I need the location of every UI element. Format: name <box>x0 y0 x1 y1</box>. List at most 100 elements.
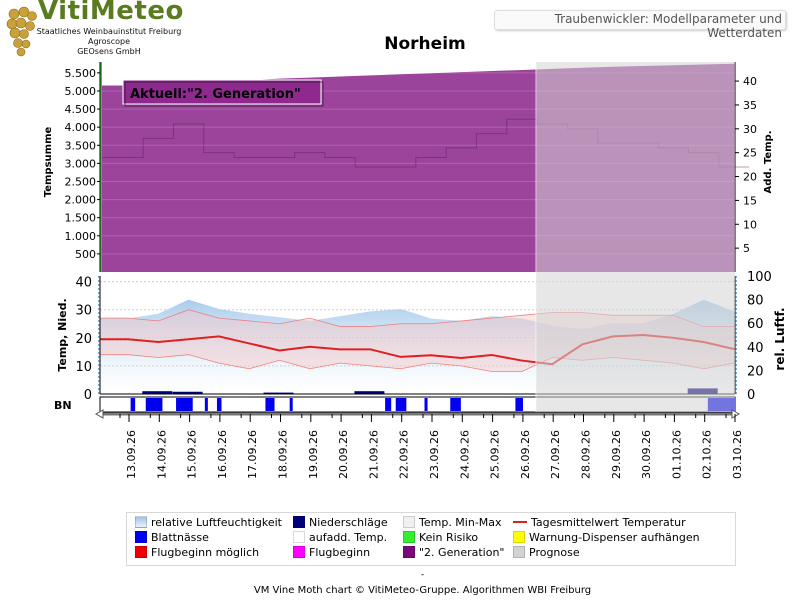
bottom-right-tick-label: 60 <box>747 317 764 332</box>
bottom-right-tick-label: 100 <box>747 270 772 285</box>
bottom-right-tick-label: 40 <box>747 341 764 356</box>
x-tick-label: 29.09.26 <box>610 430 623 479</box>
leaf-wetness-bar <box>176 398 193 411</box>
top-right-tick-label: 25 <box>743 147 757 160</box>
legend-item: Temp. Min-Max <box>403 516 502 530</box>
top-left-tick-label: 3.000 <box>65 157 97 170</box>
bottom-left-tick-label: 10 <box>75 360 92 375</box>
x-tick-label: 24.09.26 <box>458 430 471 479</box>
scroll-left-icon <box>94 409 104 419</box>
legend-item: Tagesmittelwert Temperatur <box>513 516 686 530</box>
bottom-left-axis-label: Temp, Nied. <box>56 298 69 371</box>
x-tick-label: 13.09.26 <box>125 430 138 479</box>
legend-swatch <box>403 531 415 543</box>
leaf-wetness-bar <box>515 398 523 411</box>
bottom-right-tick-label: 80 <box>747 294 764 309</box>
legend-label: aufadd. Temp. <box>309 531 388 544</box>
x-tick-label: 26.09.26 <box>519 430 532 479</box>
top-right-tick-label: 35 <box>743 99 757 112</box>
bottom-left-tick-label: 20 <box>75 332 92 347</box>
x-tick-label: 28.09.26 <box>580 430 593 479</box>
chart-title: Norheim <box>384 34 466 54</box>
top-left-tick-label: 1.500 <box>65 212 97 225</box>
legend-item: Blattnässe <box>135 531 209 545</box>
x-tick-label: 14.09.26 <box>155 430 168 479</box>
top-right-tick-label: 5 <box>743 242 750 255</box>
forecast-shade <box>535 62 735 412</box>
x-tick-label: 30.09.26 <box>640 430 653 479</box>
precip-bar <box>172 391 203 394</box>
top-left-tick-label: 500 <box>75 248 96 261</box>
precip-bar <box>263 392 294 394</box>
top-left-tick-label: 5.500 <box>65 67 97 80</box>
legend-item: "2. Generation" <box>403 546 504 560</box>
x-tick-label: 16.09.26 <box>216 430 229 479</box>
x-tick-label: 02.10.26 <box>701 430 714 479</box>
bottom-left-tick-label: 0 <box>84 388 92 403</box>
leaf-wetness-bar <box>395 398 407 411</box>
legend-swatch <box>513 531 525 543</box>
top-left-tick-label: 1.000 <box>65 230 97 243</box>
legend-swatch <box>293 546 305 558</box>
legend-label: Niederschläge <box>309 516 388 529</box>
leaf-wetness-bar <box>450 398 461 411</box>
legend-label: relative Luftfeuchtigkeit <box>151 516 282 529</box>
top-right-axis-label: Add. Temp. <box>763 131 774 194</box>
x-tick-label: 20.09.26 <box>337 430 350 479</box>
logo: VitiMeteo Staatliches Weinbauinstitut Fr… <box>0 0 200 62</box>
bottom-right-tick-label: 0 <box>747 388 755 403</box>
legend-label: Flugbeginn <box>309 546 371 559</box>
x-tick-label: 18.09.26 <box>277 430 290 479</box>
top-left-tick-label: 2.500 <box>65 175 97 188</box>
grape-icon <box>6 6 37 57</box>
legend-line-swatch <box>513 521 527 523</box>
legend-item: Flugbeginn möglich <box>135 546 259 560</box>
x-tick-label: 22.09.26 <box>398 430 411 479</box>
top-left-axis-label: Tempsumme <box>43 127 54 198</box>
bottom-left-tick-label: 40 <box>75 276 92 291</box>
logo-title: VitiMeteo <box>38 0 184 26</box>
bottom-right-axis-label: rel. Luftf. <box>773 307 787 370</box>
footer-dash: - <box>420 570 425 580</box>
x-tick-label: 15.09.26 <box>186 430 199 479</box>
leaf-wetness-bar <box>265 398 275 411</box>
annotation-box <box>122 79 322 105</box>
bn-label: BN <box>54 399 72 412</box>
leaf-wetness-bar <box>385 398 392 411</box>
legend-item: Niederschläge <box>293 516 388 530</box>
legend-swatch <box>403 546 415 558</box>
x-tick-label: 03.10.26 <box>731 430 744 479</box>
legend-swatch <box>135 531 147 543</box>
legend-label: Prognose <box>529 546 580 559</box>
x-tick-label: 17.09.26 <box>246 430 259 479</box>
legend-swatch <box>293 531 305 543</box>
top-right-tick-label: 30 <box>743 123 757 136</box>
annotation-shadow <box>124 81 324 107</box>
top-left-tick-label: 3.500 <box>65 139 97 152</box>
top-left-tick-label: 4.500 <box>65 103 97 116</box>
legend-swatch <box>513 546 525 558</box>
legend-item: aufadd. Temp. <box>293 531 387 545</box>
legend-item: Warnung-Dispenser aufhängen <box>513 531 700 545</box>
top-left-tick-label: 4.000 <box>65 121 97 134</box>
legend-swatch <box>135 546 147 558</box>
legend-label: "2. Generation" <box>419 546 505 559</box>
legend-label: Kein Risiko <box>419 531 479 544</box>
leaf-wetness-bar <box>145 398 163 411</box>
footer-credit: VM Vine Moth chart © VitiMeteo-Gruppe. A… <box>253 585 592 596</box>
legend-item: Flugbeginn <box>293 546 370 560</box>
leaf-wetness-bar <box>204 398 208 411</box>
leaf-wetness-bar <box>130 398 136 411</box>
leaf-wetness-bar <box>289 398 293 411</box>
header-box <box>494 10 786 30</box>
logo-line-agroscope: Agroscope <box>87 37 131 46</box>
legend-item: relative Luftfeuchtigkeit <box>135 516 282 530</box>
legend-item: Kein Risiko <box>403 531 478 545</box>
x-tick-label: 01.10.26 <box>670 430 683 479</box>
logo-line-institute: Staatliches Weinbauinstitut Freiburg <box>36 27 182 36</box>
x-tick-label: 23.09.26 <box>428 430 441 479</box>
logo-line-geosens: GEOsens GmbH <box>77 47 141 56</box>
top-right-tick-label: 40 <box>743 75 757 88</box>
x-tick-label: 25.09.26 <box>489 430 502 479</box>
